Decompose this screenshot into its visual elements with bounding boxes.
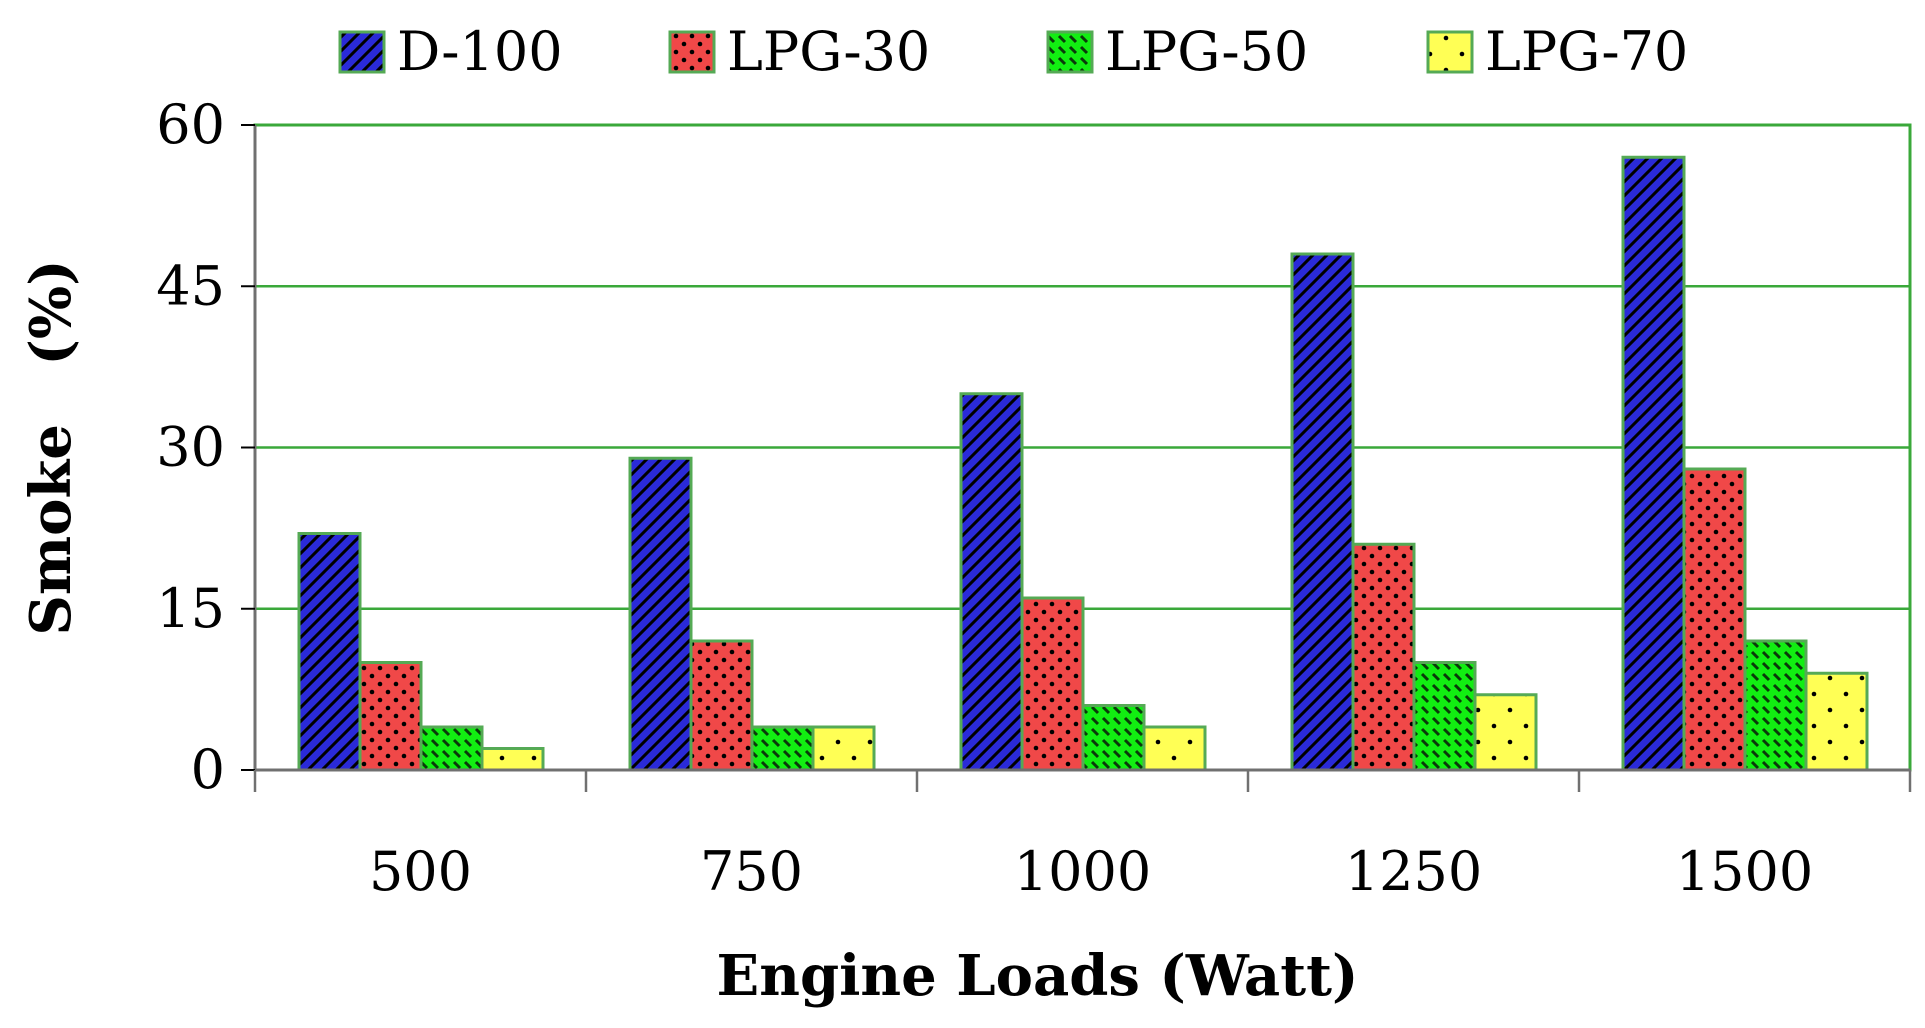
bar-d-100-1250 [1290, 252, 1355, 772]
bar-lpg-30-1250 [1351, 542, 1416, 772]
legend-item-d-100: D-100 [338, 20, 563, 83]
y-tick-label: 30 [156, 416, 225, 479]
bar-d-100-500 [297, 532, 362, 772]
legend-item-lpg-70: LPG-70 [1426, 20, 1688, 83]
bar-lpg-50-1000 [1081, 704, 1146, 772]
legend-item-lpg-50: LPG-50 [1046, 20, 1308, 83]
x-tick-label: 1250 [1345, 840, 1482, 903]
legend-label: LPG-30 [727, 20, 930, 83]
chart-legend: D-100 LPG-30 LPG-50 LPG-70 [338, 20, 1688, 83]
y-tick-label: 0 [191, 738, 225, 801]
bars [297, 155, 1869, 772]
x-tick-label: 500 [369, 840, 472, 903]
x-tick-label: 1500 [1676, 840, 1813, 903]
legend-swatch [668, 30, 716, 74]
y-axis-ticks: 0 15 30 45 60 [156, 93, 255, 801]
y-tick-label: 45 [156, 254, 225, 317]
y-tick-label: 60 [156, 93, 225, 156]
bar-lpg-50-750 [750, 725, 815, 772]
bar-lpg-70-750 [811, 725, 876, 772]
x-axis-title: Engine Loads (Watt) [717, 943, 1359, 1009]
x-axis-ticks: 500 750 1000 1250 1500 [253, 770, 1912, 903]
bar-lpg-70-500 [480, 747, 545, 772]
bar-lpg-50-1250 [1412, 661, 1477, 772]
bar-lpg-30-750 [689, 639, 754, 772]
legend-swatch [1046, 30, 1094, 74]
y-tick-label: 15 [156, 577, 225, 640]
bar-lpg-70-1250 [1473, 693, 1538, 772]
bar-lpg-30-500 [358, 661, 423, 772]
bar-lpg-70-1500 [1804, 671, 1869, 772]
legend-item-lpg-30: LPG-30 [668, 20, 930, 83]
legend-label: LPG-50 [1105, 20, 1308, 83]
y-axis-title: Smoke (%) [18, 259, 84, 635]
legend-swatch [338, 30, 386, 74]
bar-lpg-50-500 [419, 725, 484, 772]
plot-area [253, 123, 1912, 772]
legend-label: D-100 [397, 20, 563, 83]
bar-lpg-70-1000 [1142, 725, 1207, 772]
bar-lpg-50-1500 [1743, 639, 1808, 772]
bar-lpg-30-1500 [1682, 467, 1747, 772]
bar-d-100-750 [628, 456, 693, 772]
x-tick-label: 1000 [1014, 840, 1151, 903]
legend-swatch [1426, 30, 1474, 74]
x-tick-label: 750 [700, 840, 803, 903]
bar-lpg-30-1000 [1020, 596, 1085, 772]
bar-d-100-1500 [1621, 155, 1686, 772]
bar-d-100-1000 [959, 392, 1024, 772]
legend-label: LPG-70 [1485, 20, 1688, 83]
